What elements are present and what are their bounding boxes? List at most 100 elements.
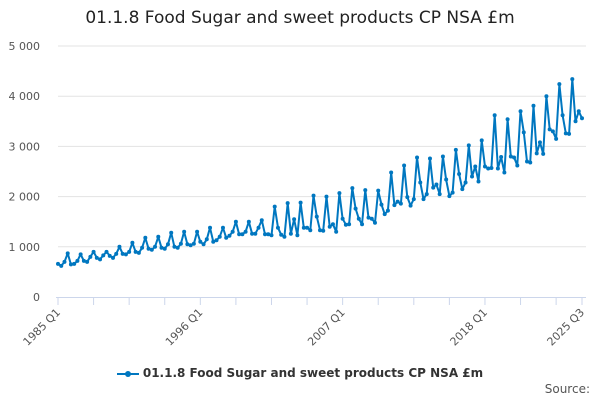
data-point <box>337 191 342 196</box>
data-point <box>525 159 530 164</box>
data-point <box>250 231 255 236</box>
data-point <box>318 228 322 233</box>
data-point <box>62 259 67 264</box>
data-point <box>557 82 562 87</box>
data-point <box>372 220 377 225</box>
data-point <box>272 204 277 209</box>
data-point <box>133 249 138 254</box>
data-point <box>263 232 268 237</box>
x-tick-label: 2025 Q3 <box>545 306 588 349</box>
data-point <box>563 131 568 136</box>
data-point <box>534 151 539 156</box>
y-tick-label: 3 000 <box>9 140 41 153</box>
data-point <box>389 170 394 175</box>
data-point <box>159 245 164 250</box>
y-tick-label: 1 000 <box>9 241 41 254</box>
data-point <box>136 250 141 255</box>
data-point <box>107 253 112 258</box>
data-point <box>508 154 513 159</box>
data-point <box>114 251 119 256</box>
data-point <box>220 225 225 230</box>
data-point <box>350 186 355 191</box>
data-point <box>570 77 575 82</box>
data-point <box>266 232 271 237</box>
data-point <box>88 254 93 259</box>
data-point <box>486 166 491 171</box>
data-point <box>237 232 242 237</box>
data-point <box>227 233 232 238</box>
data-point <box>178 241 183 246</box>
data-point <box>505 117 510 122</box>
data-point <box>146 246 151 251</box>
data-point <box>418 180 423 185</box>
data-point <box>356 216 361 221</box>
data-point <box>567 131 572 136</box>
data-point <box>521 130 526 135</box>
data-point <box>94 255 99 260</box>
data-point <box>91 249 96 254</box>
data-point <box>408 203 413 208</box>
data-point <box>463 180 468 185</box>
data-point <box>369 216 374 221</box>
data-point <box>295 233 300 238</box>
data-point <box>123 252 128 257</box>
data-point <box>149 247 154 252</box>
x-tick-label: 1985 Q1 <box>21 306 64 349</box>
legend-label: 01.1.8 Food Sugar and sweet products CP … <box>142 366 484 380</box>
data-point <box>385 208 390 213</box>
data-point <box>515 163 520 168</box>
data-point <box>110 255 115 260</box>
data-point <box>130 240 135 245</box>
x-tick-label: 2007 Q1 <box>305 306 348 349</box>
data-point <box>366 215 371 220</box>
data-point <box>259 218 264 223</box>
data-point <box>382 212 387 217</box>
data-point <box>531 103 536 108</box>
data-point <box>185 242 190 247</box>
data-point <box>334 229 339 234</box>
data-point <box>127 249 132 254</box>
data-point <box>398 201 403 206</box>
data-point <box>240 232 245 237</box>
data-point <box>560 113 565 118</box>
data-point <box>518 109 523 114</box>
data-point <box>188 243 193 248</box>
data-point <box>104 249 109 254</box>
data-point <box>470 174 475 179</box>
x-tick-label: 1996 Q1 <box>163 306 206 349</box>
data-point <box>165 242 170 247</box>
data-point <box>256 225 261 230</box>
data-point <box>502 170 507 175</box>
data-point <box>78 252 83 257</box>
data-point <box>353 206 358 211</box>
data-point <box>140 245 145 250</box>
data-point <box>101 253 106 258</box>
data-point <box>204 237 209 242</box>
data-point <box>153 244 158 249</box>
data-point <box>175 245 180 250</box>
data-point <box>457 172 462 177</box>
data-point <box>120 251 125 256</box>
y-tick-label: 5 000 <box>9 40 41 53</box>
data-point <box>195 229 200 234</box>
data-point <box>576 109 581 114</box>
y-tick-label: 0 <box>33 291 40 304</box>
data-point <box>243 229 248 234</box>
data-point <box>424 192 429 197</box>
data-point <box>440 154 445 159</box>
data-point <box>169 230 174 235</box>
legend[interactable]: 01.1.8 Food Sugar and sweet products CP … <box>0 366 600 380</box>
data-point <box>143 235 148 240</box>
data-point <box>56 261 60 266</box>
data-point <box>411 197 416 202</box>
chart-title: 01.1.8 Food Sugar and sweet products CP … <box>85 8 515 28</box>
data-point <box>512 155 517 160</box>
data-point <box>162 246 167 251</box>
data-point <box>330 222 335 227</box>
data-point <box>314 214 319 219</box>
data-point <box>321 228 326 233</box>
data-point <box>544 94 549 99</box>
source-label: Source: <box>544 382 590 396</box>
data-point <box>282 234 287 239</box>
